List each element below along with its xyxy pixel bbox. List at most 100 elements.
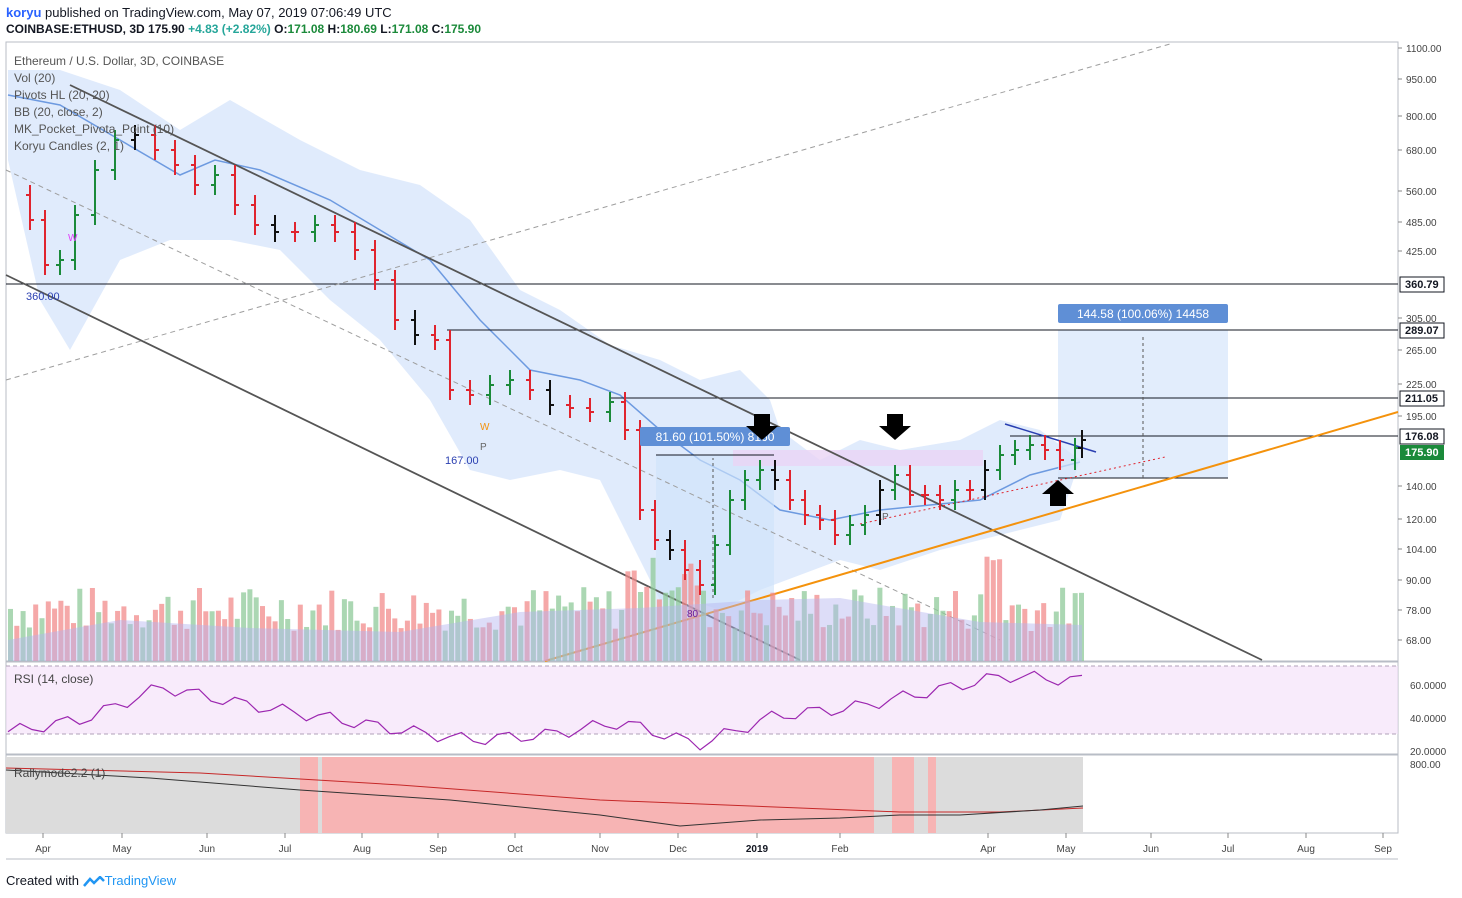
candles [26, 125, 1086, 595]
volume-bar [927, 614, 933, 661]
volume-bar [984, 556, 990, 661]
volume-bar [530, 590, 536, 661]
volume-bar [96, 612, 102, 661]
w-label-2: W [480, 422, 490, 433]
volume-bar [650, 557, 656, 661]
volume-bar [890, 605, 895, 661]
volume-bar [713, 609, 719, 661]
time-tick-label: Aug [1297, 844, 1315, 855]
volume-bar [518, 625, 524, 661]
publish-header: koryu published on TradingView.com, May … [6, 5, 392, 20]
volume-bar [335, 629, 341, 661]
volume-bar [140, 627, 146, 661]
volume-bar [1028, 630, 1034, 661]
volume-bar [297, 604, 303, 661]
volume-bar [121, 606, 127, 661]
time-tick-label: Feb [831, 844, 849, 855]
time-tick-label: Jul [279, 844, 292, 855]
volume-bar [1003, 620, 1009, 661]
legend-bb[interactable]: BB (20, close, 2) [14, 105, 103, 119]
time-tick-label: Jun [199, 844, 215, 855]
time-tick-label: Jul [1222, 844, 1235, 855]
price-tick-label: 68.00 [1406, 636, 1431, 647]
volume-bar [197, 588, 202, 661]
arrow-up-icon [1042, 480, 1074, 506]
volume-bar [1079, 592, 1084, 661]
footer-brand[interactable]: TradingView [104, 873, 177, 888]
time-tick-label: Dec [669, 844, 687, 855]
volume-bar [675, 587, 681, 661]
volume-bar [33, 604, 39, 661]
legend-koryu[interactable]: Koryu Candles (2, 1) [14, 139, 125, 153]
volume-bar [669, 590, 675, 661]
volume-bar [505, 606, 511, 661]
volume-bar [814, 594, 820, 661]
volume-bar [64, 605, 70, 661]
pivot-zone [733, 450, 983, 466]
volume-bar [568, 602, 574, 661]
h-value: 180.69 [340, 22, 377, 36]
bb-fill [8, 70, 1080, 610]
volume-bar [858, 595, 864, 661]
volume-bar [14, 625, 20, 661]
last-price: 175.90 [148, 22, 185, 36]
volume-bar [127, 624, 133, 661]
volume-bar [549, 608, 555, 661]
author-link[interactable]: koryu [6, 5, 42, 20]
volume-bar [896, 625, 902, 661]
volume-bar [694, 585, 700, 661]
volume-bar [745, 590, 751, 661]
rally-line-black [5, 769, 1084, 827]
legend-mk-pocket[interactable]: MK_Pocket_Pivota_Point (10) [14, 122, 175, 136]
volume-bar [543, 591, 549, 661]
volume-bar [1060, 587, 1066, 661]
volume-bar [234, 618, 240, 661]
price-tick-label: 305.00 [1406, 314, 1437, 325]
arrow-down-icon-1 [746, 414, 778, 440]
price-tick-label: 425.00 [1406, 247, 1437, 258]
volume-bar [839, 618, 845, 661]
volume-bar [417, 623, 423, 661]
volume-bar [757, 613, 763, 661]
volume-bar [474, 627, 480, 661]
rally-label[interactable]: Rallymode2.2 (1) [14, 766, 106, 780]
rsi-label[interactable]: RSI (14, close) [14, 672, 94, 686]
volume-bar [732, 628, 738, 661]
legend-vol[interactable]: Vol (20) [14, 71, 56, 85]
volume-bar [934, 597, 940, 661]
level-tag-360-bg [1399, 276, 1445, 293]
volume-bar [222, 619, 228, 661]
price-tick-label: 78.00 [1406, 606, 1431, 617]
w-label-1: W [68, 233, 78, 244]
measure-label-left-bg [640, 427, 790, 446]
symbol-header: COINBASE:ETHUSD, 3D 175.90 +4.83 (+2.82%… [6, 22, 481, 36]
time-tick-label: Sep [429, 844, 447, 855]
volume-bar [959, 619, 965, 661]
time-tick-label: Nov [591, 844, 609, 855]
volume-bar [278, 600, 284, 661]
volume-bar [1066, 623, 1072, 661]
volume-bar [146, 620, 152, 661]
c-label: C: [431, 22, 445, 36]
volume-bar [442, 630, 448, 661]
volume-bar [247, 589, 253, 661]
level-tag-289: 289.07 [1405, 325, 1439, 337]
volume-bar [39, 618, 45, 661]
channel-upper-line [69, 84, 1263, 661]
volume-bar [688, 563, 694, 661]
volume-bar [134, 615, 139, 661]
time-tick-label: Jun [1143, 844, 1159, 855]
volume-bar [449, 610, 454, 661]
volume-bar [203, 611, 209, 661]
volume-bar [411, 595, 417, 661]
rsi-tick-40: 40.0000 [1410, 714, 1447, 725]
volume-bar [1053, 611, 1059, 661]
time-tick-label: May [1057, 844, 1076, 855]
legend-title: Ethereum / U.S. Dollar, 3D, COINBASE [14, 54, 225, 68]
volume-bar [776, 606, 782, 661]
volume-bar [556, 595, 562, 661]
volume-bar [260, 606, 265, 661]
volume-bar [726, 616, 732, 661]
legend-pivots[interactable]: Pivots HL (20, 20) [14, 88, 110, 102]
